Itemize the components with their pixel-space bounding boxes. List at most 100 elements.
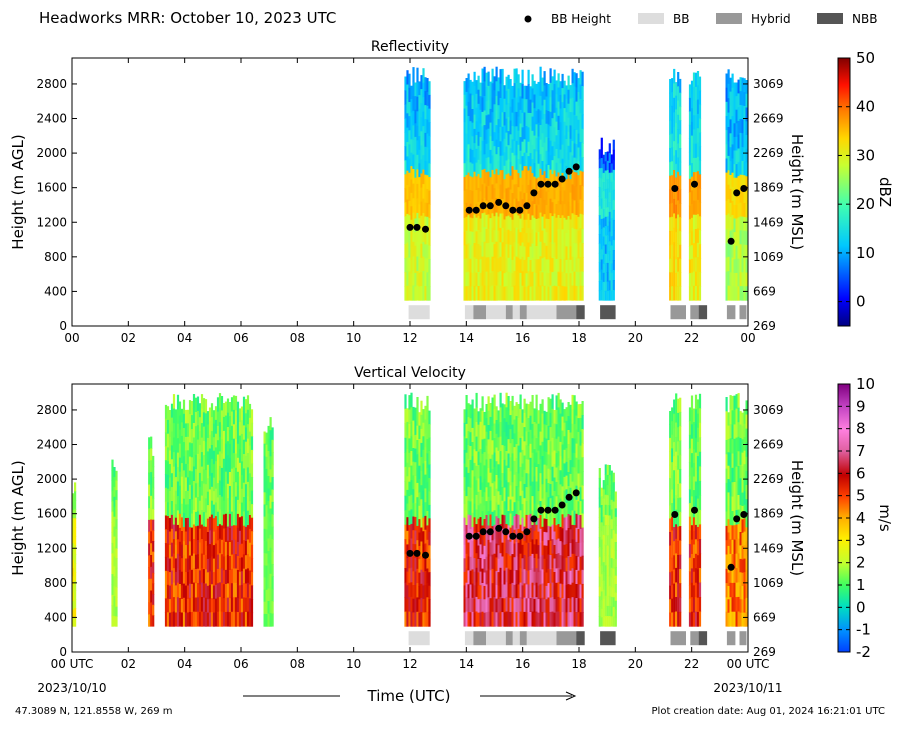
echo-cell [212,504,216,519]
echo-cell [240,598,244,613]
echo-cell [414,136,417,152]
echo-cell [404,481,407,497]
echo-cell [483,505,486,520]
echo-cell [418,272,421,287]
echo-cell [267,451,270,465]
echo-cell [733,245,736,260]
echo-cell [694,186,698,202]
echo-cell [557,229,560,244]
echo-cell [739,160,742,176]
echo-cell [725,172,728,188]
echo-cell [677,200,680,216]
echo-cell [565,544,568,559]
echo-cell [692,490,696,505]
echo-cell [424,119,427,134]
echo-cell [527,170,530,186]
echo-cell [569,404,572,420]
echo-cell [216,583,220,599]
echo-cell [497,258,500,273]
echo-cell [739,532,742,546]
echo-cell [598,537,601,548]
echo-cell [679,203,682,218]
echo-cell [688,205,692,220]
echo-cell [567,187,570,203]
echo-cell [743,272,746,287]
echo-cell [164,598,168,613]
echo-cell [569,85,572,100]
echo-cell [428,163,431,178]
echo-cell [610,587,613,598]
echo-cell [493,272,496,287]
echo-cell [531,173,534,188]
echo-cell [515,126,518,142]
echo-cell [679,469,682,484]
echo-cell [559,135,562,151]
echo-cell [263,504,266,518]
echo-cell [547,525,550,541]
echo-cell [152,594,155,606]
echo-cell [236,485,240,501]
echo-cell [511,259,514,274]
echo-cell [481,111,484,127]
echo-cell [463,245,466,260]
echo-cell [507,424,510,440]
echo-cell [412,530,415,545]
echo-cell [569,556,572,572]
echo-cell [471,427,474,443]
echo-cell [232,510,236,526]
echo-cell [214,571,218,586]
echo-cell [612,229,615,241]
echo-cell [581,583,584,599]
echo-cell [184,450,188,465]
echo-cell [406,612,409,627]
echo-cell [414,232,417,247]
echo-cell [152,551,155,563]
echo-cell [483,227,486,243]
echo-cell [673,498,676,514]
echo-cell [188,597,192,613]
echo-cell [467,257,470,273]
echo-cell [426,439,429,455]
echo-cell [501,514,504,530]
echo-cell [412,434,415,449]
echo-cell [214,543,218,558]
echo-cell [743,518,746,533]
echo-cell [236,457,240,473]
echo-cell [614,499,617,509]
echo-cell [244,597,248,613]
echo-cell [679,106,682,121]
echo-cell [485,473,488,488]
echo-cell [511,286,514,301]
echo-cell [551,244,554,259]
echo-cell [549,213,552,229]
echo-cell [698,524,702,540]
echo-cell [529,556,532,571]
x-tick-label: 22 [684,657,699,671]
echo-cell [485,459,488,474]
echo-cell [575,584,578,599]
echo-cell [491,285,494,301]
echo-cell [525,598,528,613]
echo-cell [515,140,518,156]
echo-cell [515,430,518,445]
echo-cell [228,402,232,417]
echo-cell [190,555,194,571]
echo-cell [610,181,613,192]
echo-cell [541,526,544,542]
echo-cell [115,548,118,559]
echo-cell [240,516,244,531]
echo-cell [509,231,512,246]
echo-cell [579,84,582,100]
echo-cell [727,492,730,507]
echo-cell [473,612,476,627]
echo-cell [487,410,490,426]
echo-cell [513,543,516,558]
echo-cell [537,95,540,110]
echo-cell [741,105,744,120]
echo-cell [677,228,680,244]
echo-cell [465,272,468,287]
echo-cell [604,474,607,486]
echo-cell [575,243,578,259]
echo-cell [729,481,732,497]
echo-cell [477,89,480,105]
